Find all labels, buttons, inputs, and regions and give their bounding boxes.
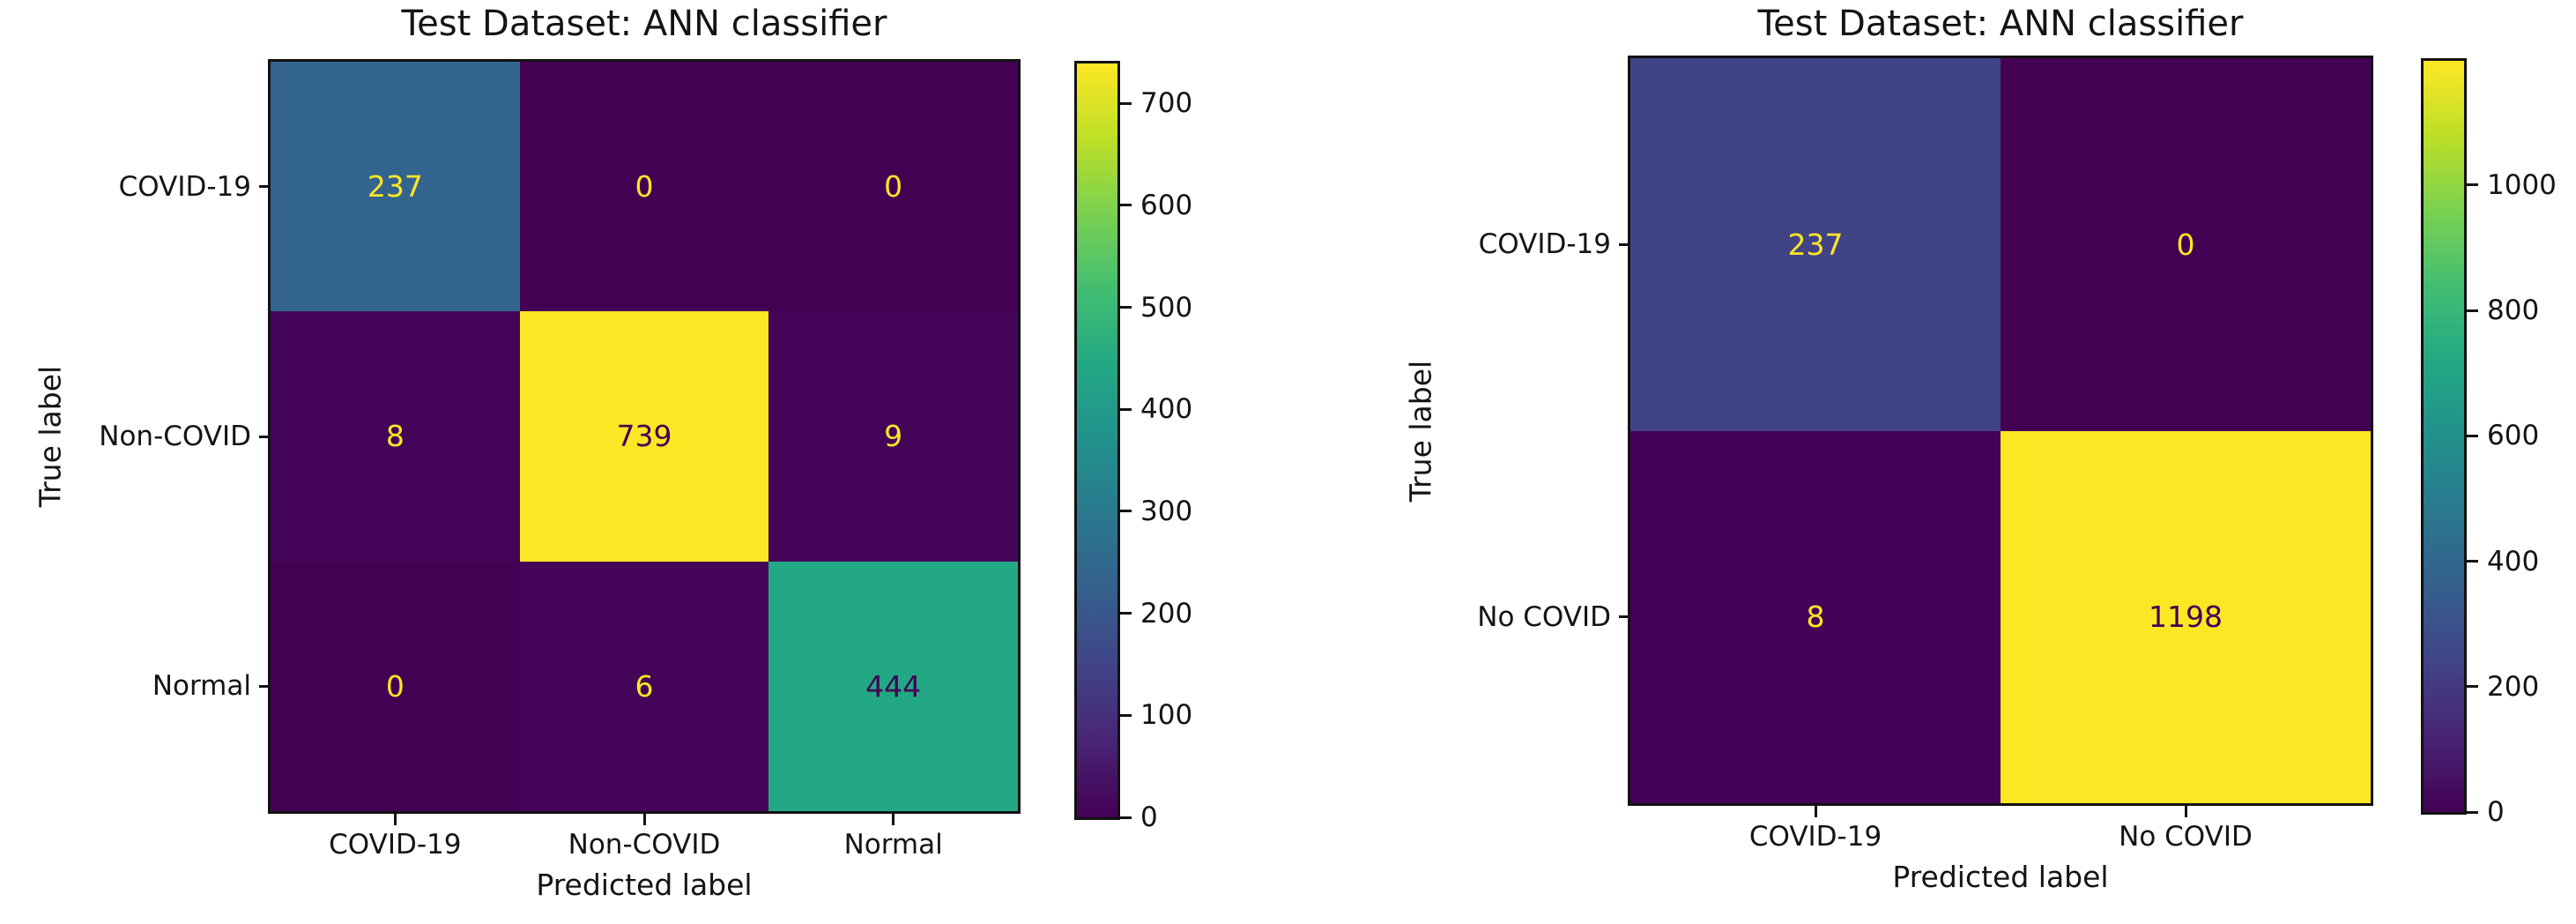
heatmap-cell: 1198 bbox=[2001, 430, 2371, 803]
x-axis-label: Predicted label bbox=[1892, 860, 2109, 894]
y-tick-mark bbox=[1619, 242, 1630, 246]
chart-title: Test Dataset: ANN classifier bbox=[1757, 4, 2244, 44]
cell-value: 8 bbox=[1806, 600, 1825, 635]
x-tick-label: Normal bbox=[843, 829, 943, 861]
colorbar-tick-mark bbox=[1120, 204, 1132, 207]
heatmap-cell: 739 bbox=[519, 311, 769, 562]
x-tick-label: No COVID bbox=[2119, 821, 2253, 853]
colorbar-tick-mark bbox=[2467, 685, 2478, 689]
x-tick-mark bbox=[2184, 806, 2187, 817]
colorbar-tick-label: 0 bbox=[1140, 801, 1158, 833]
colorbar bbox=[2421, 58, 2467, 815]
y-tick-label: No COVID bbox=[1477, 600, 1611, 633]
x-tick-mark bbox=[642, 814, 646, 825]
heatmap-cell: 8 bbox=[1630, 430, 2001, 803]
colorbar-tick-mark bbox=[1120, 306, 1132, 309]
heatmap-cell: 0 bbox=[271, 561, 520, 811]
colorbar-tick-label: 400 bbox=[2487, 545, 2540, 578]
x-tick-label: COVID-19 bbox=[1748, 821, 1882, 853]
colorbar-tick-label: 100 bbox=[1140, 699, 1193, 732]
colorbar-tick-mark bbox=[2467, 810, 2478, 814]
colorbar-tick-mark bbox=[2467, 434, 2478, 437]
heatmap-cell: 0 bbox=[768, 62, 1018, 312]
x-tick-label: COVID-19 bbox=[329, 829, 462, 861]
cell-value: 0 bbox=[884, 169, 903, 205]
cell-value: 0 bbox=[635, 169, 654, 205]
y-tick-label: COVID-19 bbox=[1478, 228, 1611, 261]
colorbar-tick-mark bbox=[2467, 183, 2478, 187]
x-tick-mark bbox=[892, 814, 895, 825]
colorbar-tick-label: 200 bbox=[1140, 597, 1193, 630]
y-tick-mark bbox=[1619, 615, 1630, 619]
colorbar-tick-mark bbox=[1120, 816, 1132, 819]
colorbar-tick-label: 800 bbox=[2487, 294, 2540, 327]
heatmap-cell: 6 bbox=[519, 561, 769, 811]
colorbar-tick-mark bbox=[2467, 560, 2478, 563]
y-axis-label: True label bbox=[1403, 360, 1438, 502]
y-tick-label: COVID-19 bbox=[118, 170, 251, 203]
colorbar-tick-mark bbox=[1120, 612, 1132, 615]
colorbar-tick-label: 600 bbox=[1140, 189, 1193, 221]
cell-value: 8 bbox=[385, 419, 405, 454]
cell-value: 6 bbox=[635, 668, 654, 704]
heatmap-cell: 8 bbox=[271, 311, 520, 562]
colorbar-tick-label: 200 bbox=[2487, 670, 2540, 703]
colorbar-tick-mark bbox=[1120, 713, 1132, 717]
chart-title: Test Dataset: ANN classifier bbox=[401, 4, 887, 44]
heatmap-cell: 444 bbox=[768, 561, 1018, 811]
x-tick-mark bbox=[1814, 806, 1817, 817]
colorbar-tick-label: 0 bbox=[2487, 796, 2505, 828]
colorbar-tick-mark bbox=[1120, 407, 1132, 411]
y-tick-label: Non-COVID bbox=[99, 421, 251, 452]
heatmap-cell: 9 bbox=[768, 311, 1018, 562]
cell-value: 9 bbox=[884, 419, 903, 454]
cell-value: 0 bbox=[2176, 227, 2195, 262]
colorbar-tick-label: 600 bbox=[2487, 420, 2540, 452]
y-tick-label: Normal bbox=[152, 670, 251, 703]
colorbar-tick-mark bbox=[1120, 101, 1132, 105]
heatmap-grid: 237 0 8 1198 bbox=[1628, 56, 2373, 806]
colorbar-tick-label: 400 bbox=[1140, 393, 1193, 426]
colorbar-tick-label: 1000 bbox=[2487, 168, 2557, 201]
heatmap-cell: 237 bbox=[1630, 58, 2001, 431]
y-tick-mark bbox=[259, 684, 271, 688]
cell-value: 444 bbox=[865, 668, 922, 704]
colorbar bbox=[1074, 61, 1120, 820]
cell-value: 237 bbox=[367, 169, 423, 205]
y-tick-mark bbox=[259, 435, 271, 438]
colorbar-tick-mark bbox=[1120, 510, 1132, 513]
cell-value: 0 bbox=[385, 668, 405, 704]
x-axis-label: Predicted label bbox=[536, 868, 753, 902]
heatmap-cell: 0 bbox=[2001, 58, 2371, 431]
colorbar-tick-label: 300 bbox=[1140, 495, 1193, 527]
cell-value: 1198 bbox=[2149, 600, 2223, 635]
heatmap-grid: 237 0 0 8 739 9 0 6 444 bbox=[268, 59, 1021, 814]
y-tick-mark bbox=[259, 185, 271, 189]
x-tick-label: Non-COVID bbox=[568, 829, 721, 861]
colorbar-tick-label: 500 bbox=[1140, 291, 1193, 324]
cell-value: 237 bbox=[1787, 227, 1844, 262]
colorbar-tick-mark bbox=[2467, 309, 2478, 312]
colorbar-tick-label: 700 bbox=[1140, 87, 1193, 120]
heatmap-cell: 237 bbox=[271, 62, 520, 312]
heatmap-cell: 0 bbox=[519, 62, 769, 312]
cell-value: 739 bbox=[616, 419, 672, 454]
x-tick-mark bbox=[393, 814, 397, 825]
